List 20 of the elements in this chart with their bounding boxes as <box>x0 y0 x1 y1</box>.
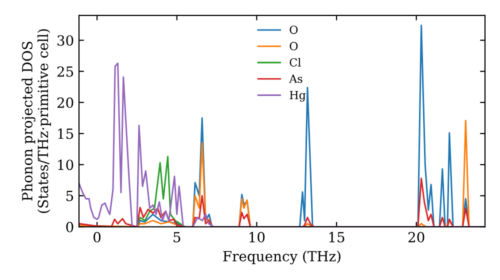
y-axis-title: Phonon projected DOS (States/THz·primitive cell) <box>22 29 51 213</box>
x-tick-label: 20 <box>408 232 424 242</box>
legend-label: O <box>290 26 298 34</box>
x-tick-label: 15 <box>329 232 344 242</box>
legend-label: Hg <box>290 90 306 102</box>
legend-label: Cl <box>290 58 301 67</box>
y-tick-label: 0 <box>66 222 74 232</box>
y-tick-label: 5 <box>66 190 74 202</box>
x-tick-label: 5 <box>174 232 180 242</box>
legend-label: As <box>289 74 302 83</box>
legend-label: O <box>290 42 298 50</box>
x-axis-title: Frequency (THz) <box>223 250 340 264</box>
y-tick-label: 30 <box>58 35 74 46</box>
x-tick-label: 10 <box>250 232 265 242</box>
y-tick-label: 10 <box>58 160 74 170</box>
y-tick-label: 20 <box>57 97 74 108</box>
y-tick-label: 25 <box>57 66 74 77</box>
y-tick-label: 15 <box>58 128 74 140</box>
x-tick-label: 0 <box>94 232 101 242</box>
line-series <box>136 156 186 227</box>
